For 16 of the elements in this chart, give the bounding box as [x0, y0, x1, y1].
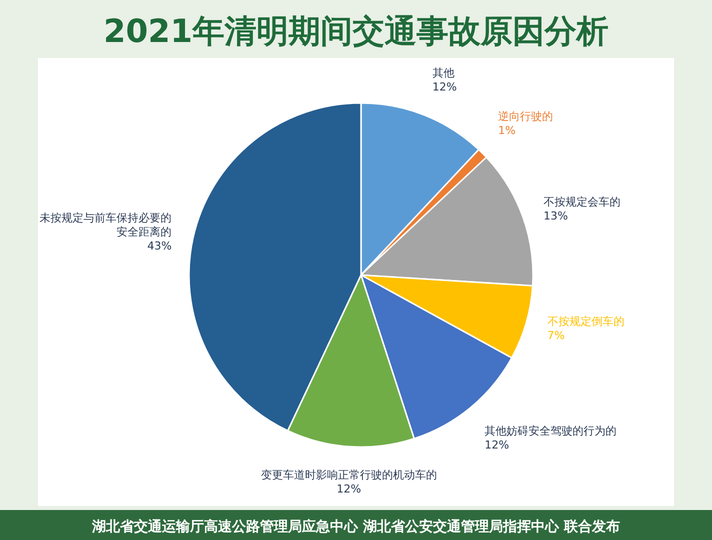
- data-label: 1%: [498, 124, 516, 137]
- data-label: 12%: [336, 482, 362, 496]
- data-label: 12%: [432, 80, 457, 94]
- slice-label: 逆向行驶的: [498, 110, 554, 123]
- slice-label: 变更车道时影响正常行驶的机动车的: [260, 468, 437, 482]
- data-label: 12%: [484, 438, 510, 452]
- data-label: 7%: [547, 329, 565, 342]
- data-label: 13%: [544, 209, 568, 222]
- data-label: 43%: [147, 240, 172, 253]
- slice-label: 其他妨碍安全驾驶的行为的: [484, 424, 617, 438]
- text: 湖北省交通运输厅高速公路管理局应急中心 湖北省公安交通管理局指挥中心 联合发布: [91, 518, 620, 535]
- chart-title: 2021年清明期间交通事故原因分析: [103, 12, 609, 50]
- slice-label: 未按规定与前车保持必要的安全距离的: [40, 212, 172, 239]
- slice-label: 不按规定倒车的: [547, 315, 624, 328]
- slice-label: 不按规定会车的: [544, 195, 621, 208]
- slice-label: 其他: [432, 66, 454, 80]
